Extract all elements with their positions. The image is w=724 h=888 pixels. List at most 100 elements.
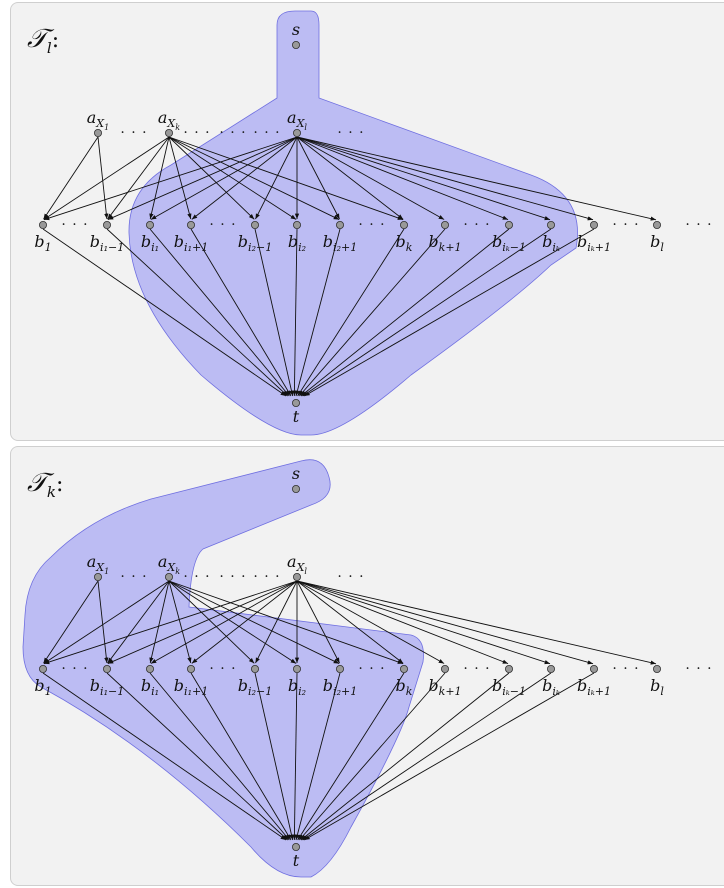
- edge-a-to-b: [43, 580, 99, 664]
- edge-b-to-t: [190, 672, 292, 841]
- label-b-11: biₖ+1: [577, 676, 611, 698]
- diagram-t-k: s t aX1 aXk aXl b1 bi₁−1 bi₁ bi₁+1 bi₂−1 bi₂ bi₂+1 b…: [22, 459, 712, 878]
- label-b-1: bi₁−1: [90, 232, 124, 254]
- node-t: [291, 398, 300, 407]
- ellipsis: · · ·: [61, 217, 88, 233]
- label-s: s: [292, 464, 300, 483]
- edge-b-to-t: [149, 672, 290, 841]
- edge-b-to-t: [254, 228, 294, 397]
- node-t: [291, 842, 300, 851]
- label-b-9: biₖ−1: [492, 232, 526, 254]
- label-a-2: aXl: [287, 552, 307, 576]
- edge-a-to-b: [150, 136, 298, 220]
- label-b-10: biₖ: [542, 676, 560, 698]
- label-b-12: bl: [650, 232, 664, 254]
- edge-a-to-b: [168, 580, 255, 664]
- label-a-0: aX1: [87, 108, 109, 132]
- edge-b-to-t: [297, 672, 405, 841]
- label-b-7: bk: [396, 232, 413, 254]
- node-b-7: [399, 664, 408, 673]
- edge-b-to-t: [190, 228, 292, 397]
- edge-a-to-b: [168, 136, 404, 221]
- edge-a-to-b: [43, 136, 99, 220]
- node-layer: [38, 485, 662, 851]
- node-b-11: [590, 664, 599, 673]
- edge-a-to-b: [296, 580, 551, 665]
- label-a-0: aX1: [87, 552, 109, 576]
- edge-b-to-t: [304, 228, 595, 397]
- node-b-5: [292, 220, 301, 229]
- label-b-4: bi₂−1: [238, 676, 272, 698]
- highlight-region: [22, 459, 424, 878]
- ellipsis: · · ·: [183, 569, 210, 585]
- ellipsis: · · ·: [358, 217, 385, 233]
- label-a-1: aXk: [158, 108, 180, 132]
- edge-a-to-b: [168, 580, 297, 664]
- edge-b-to-t: [292, 228, 298, 397]
- label-b-6: bi₂+1: [323, 676, 357, 698]
- label-b-2: bi₁: [141, 232, 159, 254]
- label-b-12: bl: [650, 676, 664, 698]
- node-s: [291, 41, 300, 50]
- node-b-2: [145, 220, 154, 229]
- label-s: s: [292, 20, 300, 39]
- node-b-9: [504, 664, 513, 673]
- panel-title-sub: k: [47, 483, 56, 501]
- edge-a-to-b: [168, 136, 192, 220]
- node-b-6: [335, 664, 344, 673]
- node-b-0: [38, 664, 47, 673]
- edge-a-to-b: [296, 136, 594, 221]
- label-a-2: aXl: [287, 108, 307, 132]
- panel-title: 𝒯k:: [27, 468, 63, 501]
- ellipsis: · · ·: [253, 125, 280, 141]
- panel-title-sub: l: [47, 39, 52, 57]
- ellipsis: · · ·: [337, 569, 364, 585]
- ellipsis: · · ·: [219, 125, 246, 141]
- edge-b-to-t: [300, 672, 510, 841]
- edge-b-to-t: [295, 228, 341, 397]
- edge-a-to-b: [296, 580, 657, 665]
- edge-a-to-b: [168, 136, 340, 220]
- label-b-1: bi₁−1: [90, 676, 124, 698]
- label-b-9: biₖ−1: [492, 676, 526, 698]
- edge-b-to-t: [298, 228, 446, 397]
- edge-a-to-b: [296, 580, 404, 664]
- edge-b-to-t: [106, 228, 288, 397]
- edge-a-to-b: [149, 136, 170, 220]
- label-t: t: [293, 407, 300, 426]
- node-s: [291, 485, 300, 494]
- edge-b-to-t: [149, 228, 290, 397]
- edge-a-to-b: [150, 580, 298, 664]
- label-b-11: biₖ+1: [577, 232, 611, 254]
- edge-a-to-b: [107, 580, 298, 665]
- label-b-5: bi₂: [288, 676, 306, 698]
- edge-a-to-b: [255, 136, 298, 220]
- label-a-1: aXk: [158, 552, 180, 576]
- ellipsis: · · ·: [463, 217, 490, 233]
- edge-a-to-b: [168, 580, 340, 664]
- edge-b-to-t: [295, 672, 341, 841]
- ellipsis: · · ·: [253, 569, 280, 585]
- node-b-8: [440, 220, 449, 229]
- node-b-12: [653, 664, 662, 673]
- edge-b-to-t: [304, 672, 595, 841]
- node-b-1: [103, 220, 112, 229]
- edge-b-to-t: [298, 672, 446, 841]
- node-a-0: [94, 129, 103, 138]
- node-b-7: [399, 220, 408, 229]
- edge-a-to-b: [97, 580, 109, 664]
- highlight-region: [128, 10, 578, 436]
- ellipsis: · · ·: [209, 661, 236, 677]
- label-b-2: bi₁: [141, 676, 159, 698]
- ellipsis: · · ·: [685, 661, 712, 677]
- label-b-6: bi₂+1: [323, 232, 357, 254]
- edge-a-to-b: [296, 580, 445, 664]
- edge-a-to-b: [191, 580, 298, 664]
- edge-b-to-t: [42, 228, 287, 397]
- node-b-10: [547, 220, 556, 229]
- label-b-10: biₖ: [542, 232, 560, 254]
- edge-a-to-b: [296, 136, 657, 221]
- node-a-2: [292, 129, 301, 138]
- ellipsis: · · ·: [685, 217, 712, 233]
- edge-b-to-t: [302, 228, 552, 397]
